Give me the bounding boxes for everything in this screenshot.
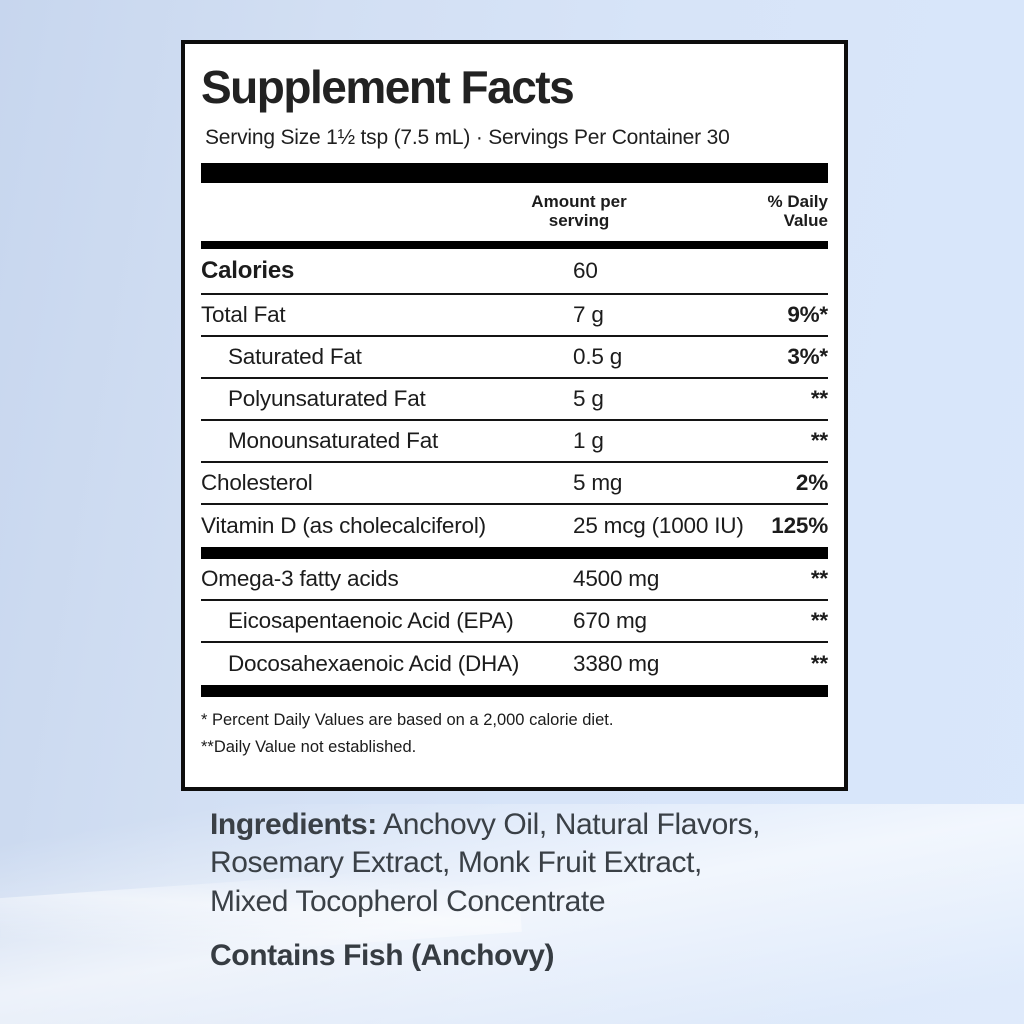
nutrient-row: Saturated Fat 0.5 g 3%* [201, 337, 828, 379]
ingredients-label: Ingredients: [210, 808, 377, 841]
nutrient-daily-value: 125% [771, 513, 828, 538]
divider-medium [201, 241, 828, 249]
ingredients-text: Anchovy Oil, Natural Flavors, [383, 808, 761, 841]
ingredients-line: Ingredients: Anchovy Oil, Natural Flavor… [210, 806, 840, 844]
calories-row: Calories 60 [201, 249, 828, 295]
nutrient-row: Omega-3 fatty acids 4500 mg ** [201, 559, 828, 601]
ingredients-line: Mixed Tocopherol Concentrate [210, 884, 606, 918]
nutrient-amount: 0.5 g [573, 344, 623, 369]
divider-thick-bottom [201, 685, 828, 697]
nutrient-label: Vitamin D (as cholecalciferol) [201, 513, 486, 538]
nutrient-row: Vitamin D (as cholecalciferol) 25 mcg (1… [201, 505, 828, 547]
footnote-dv-not-established: **Daily Value not established. [201, 737, 417, 756]
nutrient-daily-value: 2% [795, 470, 828, 495]
contains-allergen-line: Contains Fish (Anchovy) [210, 939, 555, 973]
nutrient-row: Total Fat 7 g 9%* [201, 295, 828, 337]
nutrient-amount: 60 [573, 258, 598, 283]
column-headers: Amount per serving % Daily Value [201, 183, 828, 241]
nutrient-amount: 670 mg [573, 608, 647, 633]
nutrient-label: Monounsaturated Fat [228, 428, 439, 453]
nutrient-amount: 3380 mg [573, 651, 660, 676]
below-panel-text: Ingredients: Anchovy Oil, Natural Flavor… [210, 806, 840, 976]
footnotes: * Percent Daily Values are based on a 2,… [201, 707, 828, 760]
ingredients-line: Rosemary Extract, Monk Fruit Extract, [210, 846, 702, 880]
nutrient-label: Total Fat [201, 302, 286, 327]
divider-thick-middle [201, 547, 828, 559]
nutrient-daily-value: ** [810, 428, 828, 453]
nutrient-daily-value: 9%* [787, 302, 828, 327]
nutrient-daily-value: ** [810, 608, 828, 633]
nutrient-row: Monounsaturated Fat 1 g ** [201, 421, 828, 463]
supplement-facts-panel: Supplement Facts Serving Size 1½ tsp (7.… [181, 40, 848, 791]
panel-title: Supplement Facts [201, 61, 575, 113]
nutrient-daily-value: 3%* [787, 344, 828, 369]
nutrient-row: Cholesterol 5 mg 2% [201, 463, 828, 505]
column-header-amount: Amount per serving [531, 192, 627, 230]
nutrient-amount: 25 mcg (1000 IU) [573, 513, 744, 538]
nutrient-daily-value: ** [810, 566, 828, 591]
divider-thick-top [201, 163, 828, 183]
column-header-daily-value: % Daily Value [767, 192, 828, 230]
nutrient-label: Omega-3 fatty acids [201, 566, 399, 591]
nutrient-row: Polyunsaturated Fat 5 g ** [201, 379, 828, 421]
nutrient-label: Polyunsaturated Fat [228, 386, 426, 411]
nutrient-amount: 4500 mg [573, 566, 660, 591]
nutrient-daily-value: ** [810, 386, 828, 411]
serving-size-line: Serving Size 1½ tsp (7.5 mL) · Servings … [205, 126, 730, 149]
nutrient-amount: 1 g [573, 428, 604, 453]
nutrient-daily-value: ** [810, 651, 828, 676]
nutrient-amount: 7 g [573, 302, 604, 327]
nutrient-label: Calories [201, 257, 295, 284]
nutrient-label: Saturated Fat [228, 344, 362, 369]
nutrient-amount: 5 mg [573, 470, 623, 495]
footnote-daily-values: * Percent Daily Values are based on a 2,… [201, 711, 614, 729]
nutrient-label: Eicosapentaenoic Acid (EPA) [228, 608, 514, 633]
nutrient-row: Eicosapentaenoic Acid (EPA) 670 mg ** [201, 601, 828, 643]
nutrient-label: Cholesterol [201, 470, 313, 495]
nutrient-label: Docosahexaenoic Acid (DHA) [228, 651, 520, 676]
nutrient-amount: 5 g [573, 386, 604, 411]
nutrient-row: Docosahexaenoic Acid (DHA) 3380 mg ** [201, 643, 828, 685]
